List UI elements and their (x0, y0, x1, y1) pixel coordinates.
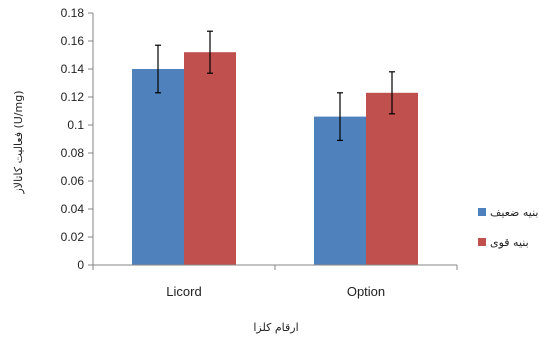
x-axis-title: ارقام کلزا (253, 321, 298, 334)
y-tick-label: 0.02 (61, 230, 85, 244)
bar (366, 92, 418, 265)
y-axis-title: فعالیت کاتالاز (U/mg) (12, 90, 25, 194)
x-axis-categories: Licord Option (166, 284, 385, 299)
y-tick-label: 0.06 (61, 174, 85, 188)
x-axis-ticks (92, 265, 458, 270)
bar (184, 52, 236, 266)
y-tick-label: 0 (77, 258, 84, 272)
legend: بنیه ضعیف بنیه قوی (478, 206, 538, 249)
y-tick-label: 0.08 (61, 146, 85, 160)
bar (132, 69, 184, 265)
y-tick-label: 0.16 (61, 34, 85, 48)
y-axis-ticks: 0 0.02 0.04 0.06 0.08 0.1 0.12 0.14 0.16 0.18 (61, 6, 93, 272)
bars (132, 52, 418, 266)
y-tick-label: 0.12 (61, 90, 85, 104)
error-bars (155, 30, 395, 141)
x-category-label: Option (347, 284, 385, 299)
legend-swatch (478, 208, 486, 216)
y-tick-label: 0.14 (61, 62, 85, 76)
y-tick-label: 0.04 (61, 202, 85, 216)
legend-swatch (478, 238, 486, 246)
legend-label: بنیه ضعیف (490, 206, 538, 219)
x-category-label: Licord (166, 284, 201, 299)
legend-label: بنیه قوی (490, 236, 529, 249)
y-tick-label: 0.18 (61, 6, 85, 20)
y-tick-label: 0.1 (67, 118, 84, 132)
bar (314, 116, 366, 265)
